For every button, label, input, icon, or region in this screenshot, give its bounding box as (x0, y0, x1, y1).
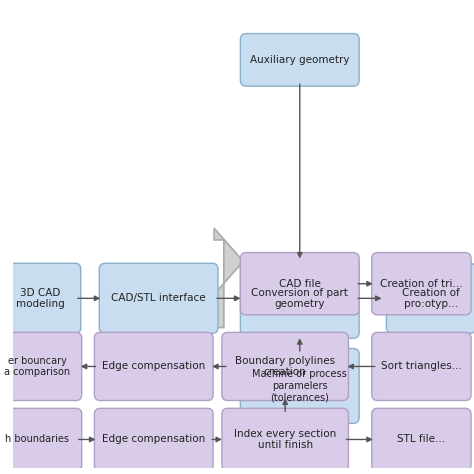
FancyBboxPatch shape (372, 408, 471, 471)
FancyBboxPatch shape (222, 408, 348, 471)
Text: Machine or process
paramelers
(tolerances): Machine or process paramelers (tolerance… (252, 369, 347, 402)
FancyBboxPatch shape (372, 253, 471, 315)
Text: 3D CAD
modeling: 3D CAD modeling (16, 288, 64, 309)
FancyBboxPatch shape (240, 253, 359, 315)
Text: Edge compensation: Edge compensation (102, 362, 205, 372)
FancyBboxPatch shape (0, 332, 82, 401)
Text: CAD file: CAD file (279, 279, 321, 289)
Text: Boundary polylines
creation: Boundary polylines creation (235, 356, 335, 377)
Text: Index every section
until finish: Index every section until finish (234, 428, 336, 450)
Text: er bouncary
a comparison: er bouncary a comparison (4, 356, 70, 377)
FancyBboxPatch shape (240, 258, 359, 338)
FancyBboxPatch shape (99, 263, 218, 333)
FancyBboxPatch shape (386, 263, 474, 333)
Text: Creation of
pro:otyp...: Creation of pro:otyp... (402, 288, 460, 309)
Text: Auxiliary geometry: Auxiliary geometry (250, 55, 349, 65)
FancyBboxPatch shape (0, 263, 81, 333)
FancyBboxPatch shape (0, 408, 82, 471)
Text: Conversion of part
geometry: Conversion of part geometry (251, 288, 348, 309)
Text: Sort triangles...: Sort triangles... (381, 362, 462, 372)
FancyBboxPatch shape (240, 348, 359, 423)
FancyBboxPatch shape (222, 332, 348, 401)
FancyBboxPatch shape (94, 408, 213, 471)
Text: CAD/STL interface: CAD/STL interface (111, 293, 206, 303)
Text: Edge compensation: Edge compensation (102, 435, 205, 445)
Text: Creation of tri...: Creation of tri... (380, 279, 463, 289)
Text: h boundaries: h boundaries (5, 435, 69, 445)
Polygon shape (181, 228, 243, 328)
FancyBboxPatch shape (240, 34, 359, 86)
FancyBboxPatch shape (372, 332, 471, 401)
FancyBboxPatch shape (94, 332, 213, 401)
Text: STL file...: STL file... (397, 435, 446, 445)
